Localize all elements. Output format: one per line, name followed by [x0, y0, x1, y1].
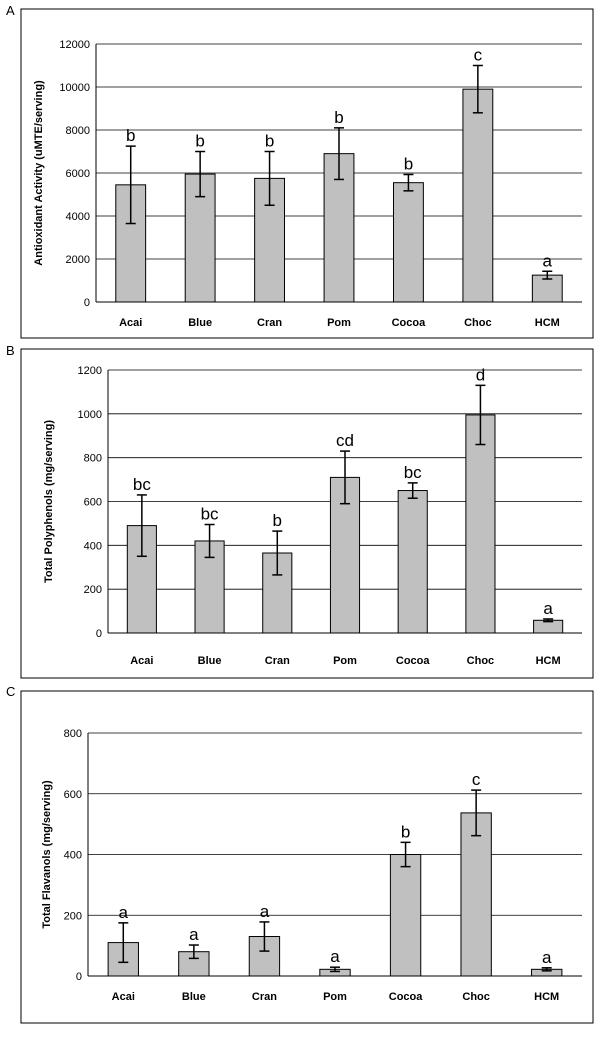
panel-a-y-tick-label: 4000	[66, 211, 90, 223]
panel-b-category-label: Pom	[333, 655, 357, 667]
panel-c-significance-letter: a	[119, 903, 129, 922]
panel-b-significance-letter: a	[543, 599, 553, 618]
panel-c-category-label: Blue	[182, 991, 206, 1003]
panel-b-significance-letter: bc	[201, 505, 219, 524]
panel-a-y-tick-label: 6000	[66, 168, 90, 180]
panel-b-frame	[20, 348, 594, 679]
panel-a-label: A	[6, 3, 15, 18]
panel-c-category-label: Cran	[252, 991, 277, 1003]
panel-c-bar-choc	[460, 812, 492, 977]
panel-b-category-label: Acai	[130, 655, 153, 667]
panel-a-category-label: Cran	[257, 317, 282, 329]
panel-c-frame	[20, 690, 594, 1024]
panel-b-category-label: Cocoa	[396, 655, 431, 667]
panel-c-significance-letter: a	[189, 925, 199, 944]
panel-c-significance-letter: a	[260, 902, 270, 921]
panel-c-y-tick-label: 600	[64, 789, 82, 801]
panel-c-y-tick-label: 0	[76, 971, 82, 983]
panel-c-significance-letter: c	[472, 770, 481, 789]
panel-b-category-label: HCM	[536, 655, 561, 667]
panel-c-category-label: Cocoa	[389, 991, 424, 1003]
panel-c-category-label: HCM	[534, 991, 559, 1003]
panel-a-y-tick-label: 10000	[59, 82, 90, 94]
panel-b-y-tick-label: 600	[84, 497, 102, 509]
panel-b-bar-choc	[465, 414, 496, 634]
panel-c-y-tick-label: 400	[64, 850, 82, 862]
panel-b-significance-letter: d	[476, 365, 485, 384]
panel-b-y-axis-label: Total Polyphenols (mg/serving)	[43, 420, 55, 583]
panel-c-category-label: Acai	[112, 991, 135, 1003]
panel-b-bar-cocoa	[397, 490, 428, 634]
panel-b-significance-letter: cd	[336, 431, 354, 450]
panel-b-significance-letter: bc	[133, 475, 151, 494]
panel-c-y-axis-label: Total Flavanols (mg/serving)	[41, 780, 53, 929]
panel-b-y-tick-label: 200	[84, 584, 102, 596]
panel-b-y-tick-label: 1200	[78, 365, 102, 377]
panel-a-significance-letter: b	[334, 108, 343, 127]
panel-b-y-tick-label: 0	[96, 628, 102, 640]
panel-b-category-label: Blue	[198, 655, 222, 667]
panel-c-label: C	[6, 684, 16, 699]
panel-b-y-tick-label: 800	[84, 453, 102, 465]
panel-c-significance-letter: a	[542, 948, 552, 967]
panel-a-y-tick-label: 8000	[66, 125, 90, 137]
panel-b-label: B	[6, 343, 15, 358]
panel-a-category-label: Acai	[119, 317, 142, 329]
panel-a-frame	[20, 8, 594, 339]
panel-b-significance-letter: bc	[404, 463, 422, 482]
panel-b-significance-letter: b	[273, 511, 282, 530]
panel-a-bar-cocoa	[393, 182, 424, 303]
panel-a-significance-letter: b	[404, 155, 413, 174]
panel-a-y-axis-label: Antioxidant Activity (uMTE/serving)	[33, 80, 45, 266]
panel-a-category-label: Blue	[188, 317, 212, 329]
panel-a-significance-letter: c	[474, 46, 483, 65]
panel-a-category-label: Cocoa	[392, 317, 427, 329]
panel-a-category-label: HCM	[535, 317, 560, 329]
panel-c-category-label: Choc	[462, 991, 490, 1003]
panel-a-bar-choc	[462, 88, 494, 303]
panel-c-y-tick-label: 800	[64, 728, 82, 740]
panel-c-category-label: Pom	[323, 991, 347, 1003]
panel-c-significance-letter: b	[401, 822, 410, 841]
panel-a-significance-letter: b	[265, 132, 274, 151]
panel-c-bar-cocoa	[389, 854, 422, 977]
panel-b-category-label: Choc	[467, 655, 495, 667]
panel-c-y-tick-label: 200	[64, 910, 82, 922]
panel-a-y-tick-label: 12000	[59, 39, 90, 51]
panel-a-category-label: Choc	[464, 317, 492, 329]
panel-a-category-label: Pom	[327, 317, 351, 329]
panel-a-y-tick-label: 2000	[66, 254, 90, 266]
panel-a-significance-letter: b	[126, 126, 135, 145]
panel-a-significance-letter: a	[543, 251, 553, 270]
panel-c-significance-letter: a	[330, 947, 340, 966]
panel-b-y-tick-label: 1000	[78, 409, 102, 421]
panel-a-y-tick-label: 0	[84, 297, 90, 309]
panel-a-significance-letter: b	[195, 132, 204, 151]
panel-b-category-label: Cran	[265, 655, 290, 667]
panel-b-y-tick-label: 400	[84, 540, 102, 552]
